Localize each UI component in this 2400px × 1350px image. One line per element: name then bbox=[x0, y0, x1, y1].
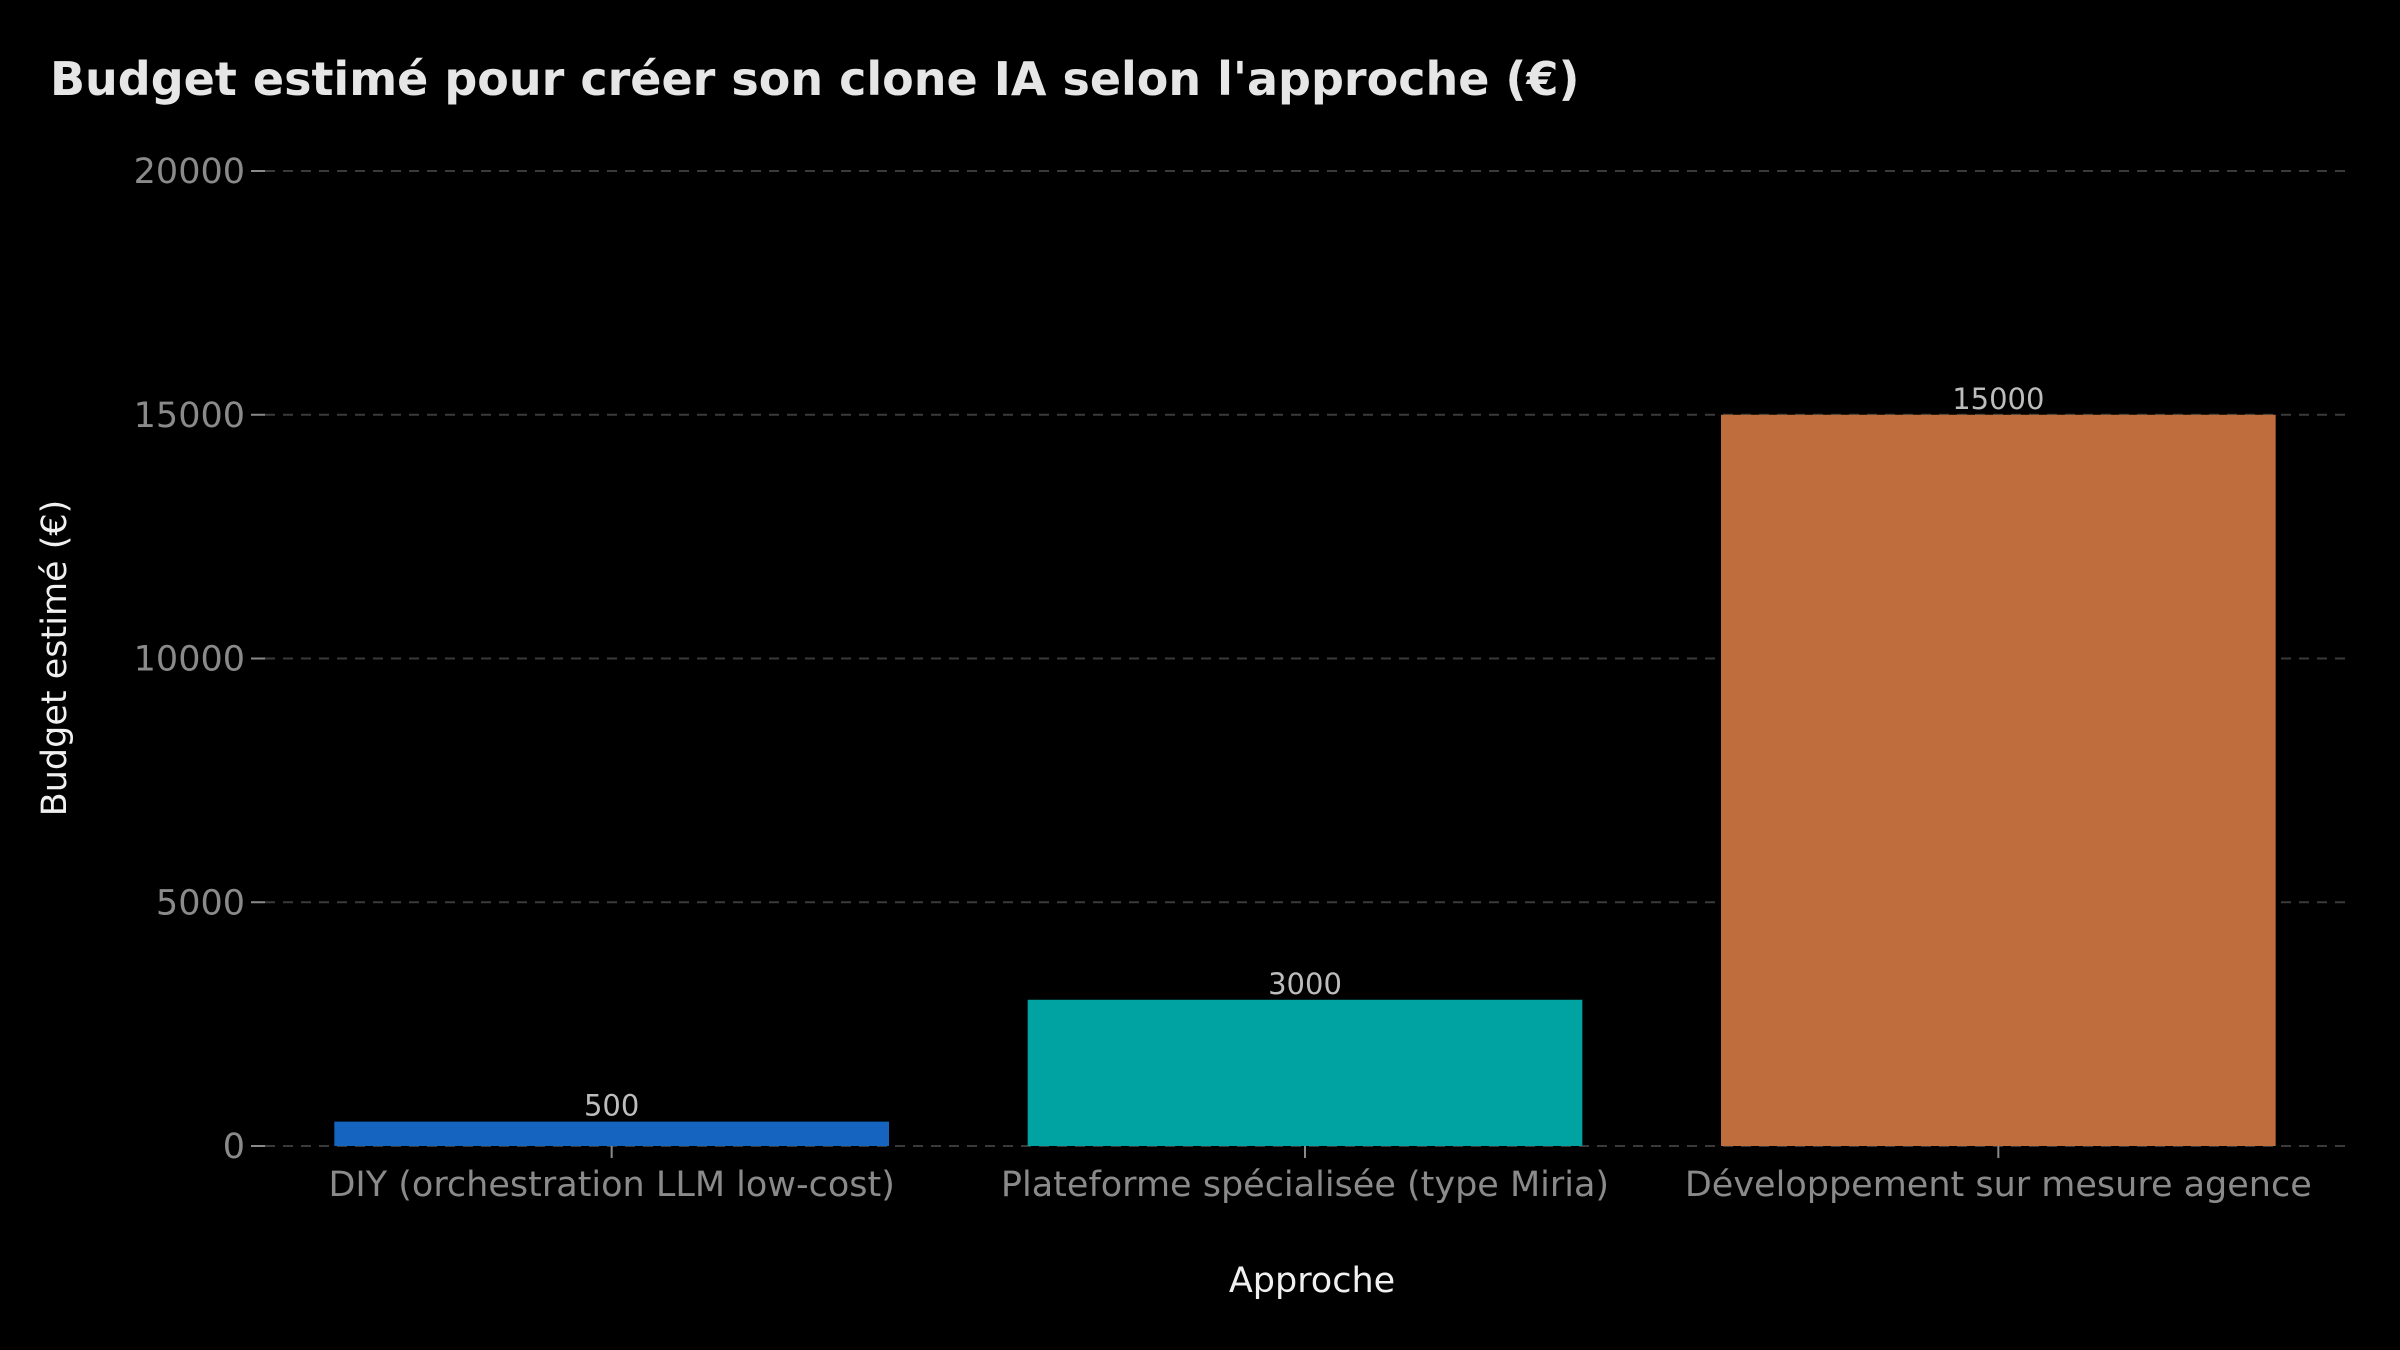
y-tick-label: 5000 bbox=[156, 883, 245, 923]
bar bbox=[1027, 999, 1583, 1146]
y-axis-label: Budget estimé (€) bbox=[35, 500, 75, 817]
x-tick-label: Développement sur mesure agence bbox=[1685, 1165, 2312, 1205]
y-axis-ticks: 0 5000 10000 15000 20000 bbox=[134, 152, 265, 1167]
x-axis-ticks: DIY (orchestration LLM low-cost) Platefor… bbox=[328, 1146, 2312, 1205]
y-tick-label: 20000 bbox=[134, 152, 245, 192]
bar-value-label: 3000 bbox=[1268, 967, 1342, 1001]
chart-title: Budget estimé pour créer son clone IA se… bbox=[50, 52, 1579, 106]
y-tick-label: 0 bbox=[223, 1127, 245, 1167]
x-tick-label: Plateforme spécialisée (type Miria) bbox=[1001, 1165, 1609, 1205]
bar-value-label: 500 bbox=[584, 1089, 639, 1123]
bar bbox=[334, 1121, 889, 1146]
bars bbox=[334, 414, 2276, 1146]
y-tick-label: 10000 bbox=[134, 640, 245, 680]
y-tick-label: 15000 bbox=[134, 396, 245, 436]
bar-value-labels: 500 3000 15000 bbox=[584, 382, 2044, 1123]
bar-value-label: 15000 bbox=[1952, 382, 2044, 416]
x-tick-label: DIY (orchestration LLM low-cost) bbox=[328, 1165, 894, 1205]
x-axis-label: Approche bbox=[1229, 1261, 1395, 1301]
bar bbox=[1721, 414, 2276, 1146]
